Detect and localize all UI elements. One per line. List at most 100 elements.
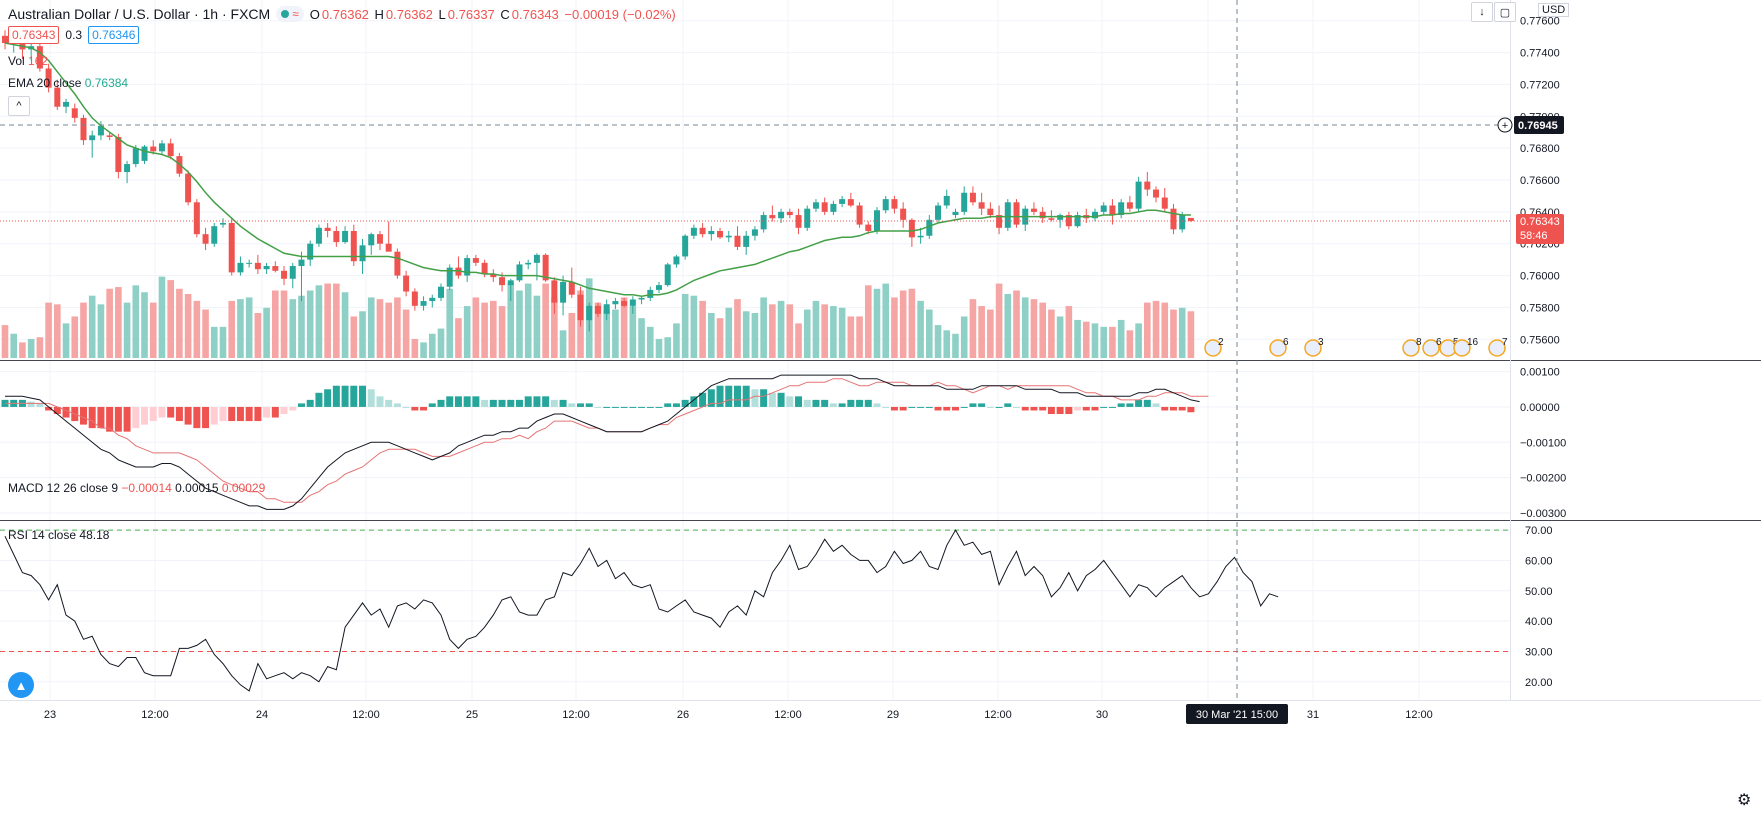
macd-histogram-bar — [53, 406, 61, 414]
volume-bar — [795, 323, 802, 358]
macd-histogram-bar — [559, 399, 567, 407]
macd-histogram-bar — [550, 399, 558, 407]
candle-body — [350, 230, 357, 262]
candle-body — [507, 280, 514, 286]
price-axis-tick-label: 0.75800 — [1520, 302, 1560, 314]
volume-bar — [812, 300, 820, 358]
last-price-label: 0.76343 — [1520, 216, 1560, 228]
ask-button[interactable]: 0.76346 — [88, 26, 140, 44]
volume-bar — [908, 288, 916, 358]
candle-body — [281, 270, 288, 279]
volume-bar — [324, 283, 331, 358]
macd-histogram-bar — [1161, 406, 1169, 411]
volume-bar — [254, 313, 262, 358]
candle-body — [141, 146, 148, 161]
volume-bar — [603, 309, 610, 358]
macd-histogram-bar — [306, 399, 314, 407]
time-axis-tick-label: 25 — [466, 709, 478, 721]
tradingview-logo-icon[interactable]: ▲ — [8, 672, 34, 698]
candle-body — [856, 205, 863, 225]
volume-bar — [245, 297, 253, 358]
candle-body — [1048, 218, 1055, 220]
candle-body — [699, 227, 706, 235]
volume-bar — [777, 300, 785, 358]
time-axis-tick-label: 24 — [256, 709, 268, 721]
bid-ask-row: 0.76343 0.3 0.76346 — [8, 26, 140, 44]
volume-bar — [934, 325, 942, 358]
volume-bar — [943, 330, 951, 358]
volume-bar — [1100, 326, 1108, 358]
candle-body — [638, 297, 645, 300]
candle-body — [717, 230, 724, 238]
candle-body — [45, 68, 52, 88]
volume-bar — [228, 300, 236, 358]
volume-bar — [1048, 309, 1055, 358]
collapse-legend-button[interactable]: ^ — [8, 96, 30, 116]
ema-legend[interactable]: EMA 20 close 0.76384 — [8, 76, 129, 90]
volume-bar — [289, 299, 297, 358]
candle-body — [594, 305, 601, 314]
fullscreen-button[interactable]: ▢ — [1494, 2, 1516, 22]
candle-body — [751, 229, 758, 236]
volume-bar — [699, 300, 706, 358]
macd-histogram-bar — [1013, 406, 1021, 408]
volume-bar — [27, 338, 35, 358]
ema-line — [4, 42, 1191, 298]
macd-histogram-bar — [594, 406, 602, 408]
candle-body — [560, 281, 567, 303]
candle-body — [1153, 189, 1160, 198]
candle-body — [298, 259, 305, 267]
symbol-title[interactable]: Australian Dollar / U.S. Dollar · 1h · F… — [8, 6, 271, 22]
volume-bar — [481, 302, 488, 358]
macd-histogram-bar — [568, 403, 576, 407]
volume-legend[interactable]: Vol 162 — [8, 54, 49, 68]
macd-histogram-bar — [524, 396, 532, 407]
candle-body — [516, 264, 523, 281]
change-value: −0.00019 (−0.02%) — [564, 6, 676, 22]
rsi-legend[interactable]: RSI 14 close 48.18 — [8, 528, 110, 542]
volume-bar — [1030, 299, 1038, 358]
macd-histogram-bar — [454, 396, 462, 407]
macd-histogram-bar — [629, 406, 637, 408]
macd-histogram-bar — [45, 406, 53, 411]
market-status-pill[interactable]: ≈ — [276, 6, 304, 22]
candle-body — [359, 245, 366, 262]
economic-event-flag-icon — [1488, 339, 1506, 357]
macd-legend[interactable]: MACD 12 26 close 9 −0.00014 0.00015 0.00… — [8, 481, 266, 495]
candle-body — [385, 243, 392, 252]
candle-body — [533, 254, 540, 263]
volume-bar — [1178, 307, 1186, 358]
volume-bar — [594, 302, 602, 358]
volume-bar — [542, 283, 549, 358]
candle-body — [54, 87, 61, 107]
macd-axis-tick-label: −0.00100 — [1520, 437, 1566, 449]
candle-body — [943, 195, 950, 206]
candle-body — [89, 135, 96, 141]
candle-body — [237, 262, 244, 273]
volume-bar — [725, 307, 733, 358]
macd-histogram-bar — [751, 389, 759, 407]
macd-histogram-bar — [376, 396, 384, 407]
macd-histogram-bar — [620, 406, 628, 408]
volume-bar — [995, 283, 1003, 358]
volume-bar — [516, 290, 523, 358]
volume-bar — [158, 276, 166, 358]
volume-bar — [1144, 302, 1151, 358]
macd-histogram-bar — [1143, 399, 1151, 407]
macd-histogram-bar — [106, 406, 114, 432]
scale-down-button[interactable]: ↓ — [1471, 2, 1493, 22]
economic-event-flag-icon — [1422, 339, 1440, 357]
macd-histogram-bar — [141, 406, 149, 425]
time-axis-tick-label: 12:00 — [774, 709, 802, 721]
bid-button[interactable]: 0.76343 — [8, 26, 60, 44]
currency-label[interactable]: USD — [1538, 3, 1570, 17]
settings-gear-icon[interactable]: ⚙ — [1737, 792, 1752, 809]
macd-histogram-bar — [184, 406, 192, 425]
market-open-icon — [281, 10, 290, 18]
macd-histogram-bar — [577, 403, 585, 407]
candle-body — [812, 202, 819, 209]
candle-body — [882, 199, 889, 211]
macd-histogram-bar — [123, 406, 131, 432]
candle-body — [1170, 208, 1177, 230]
